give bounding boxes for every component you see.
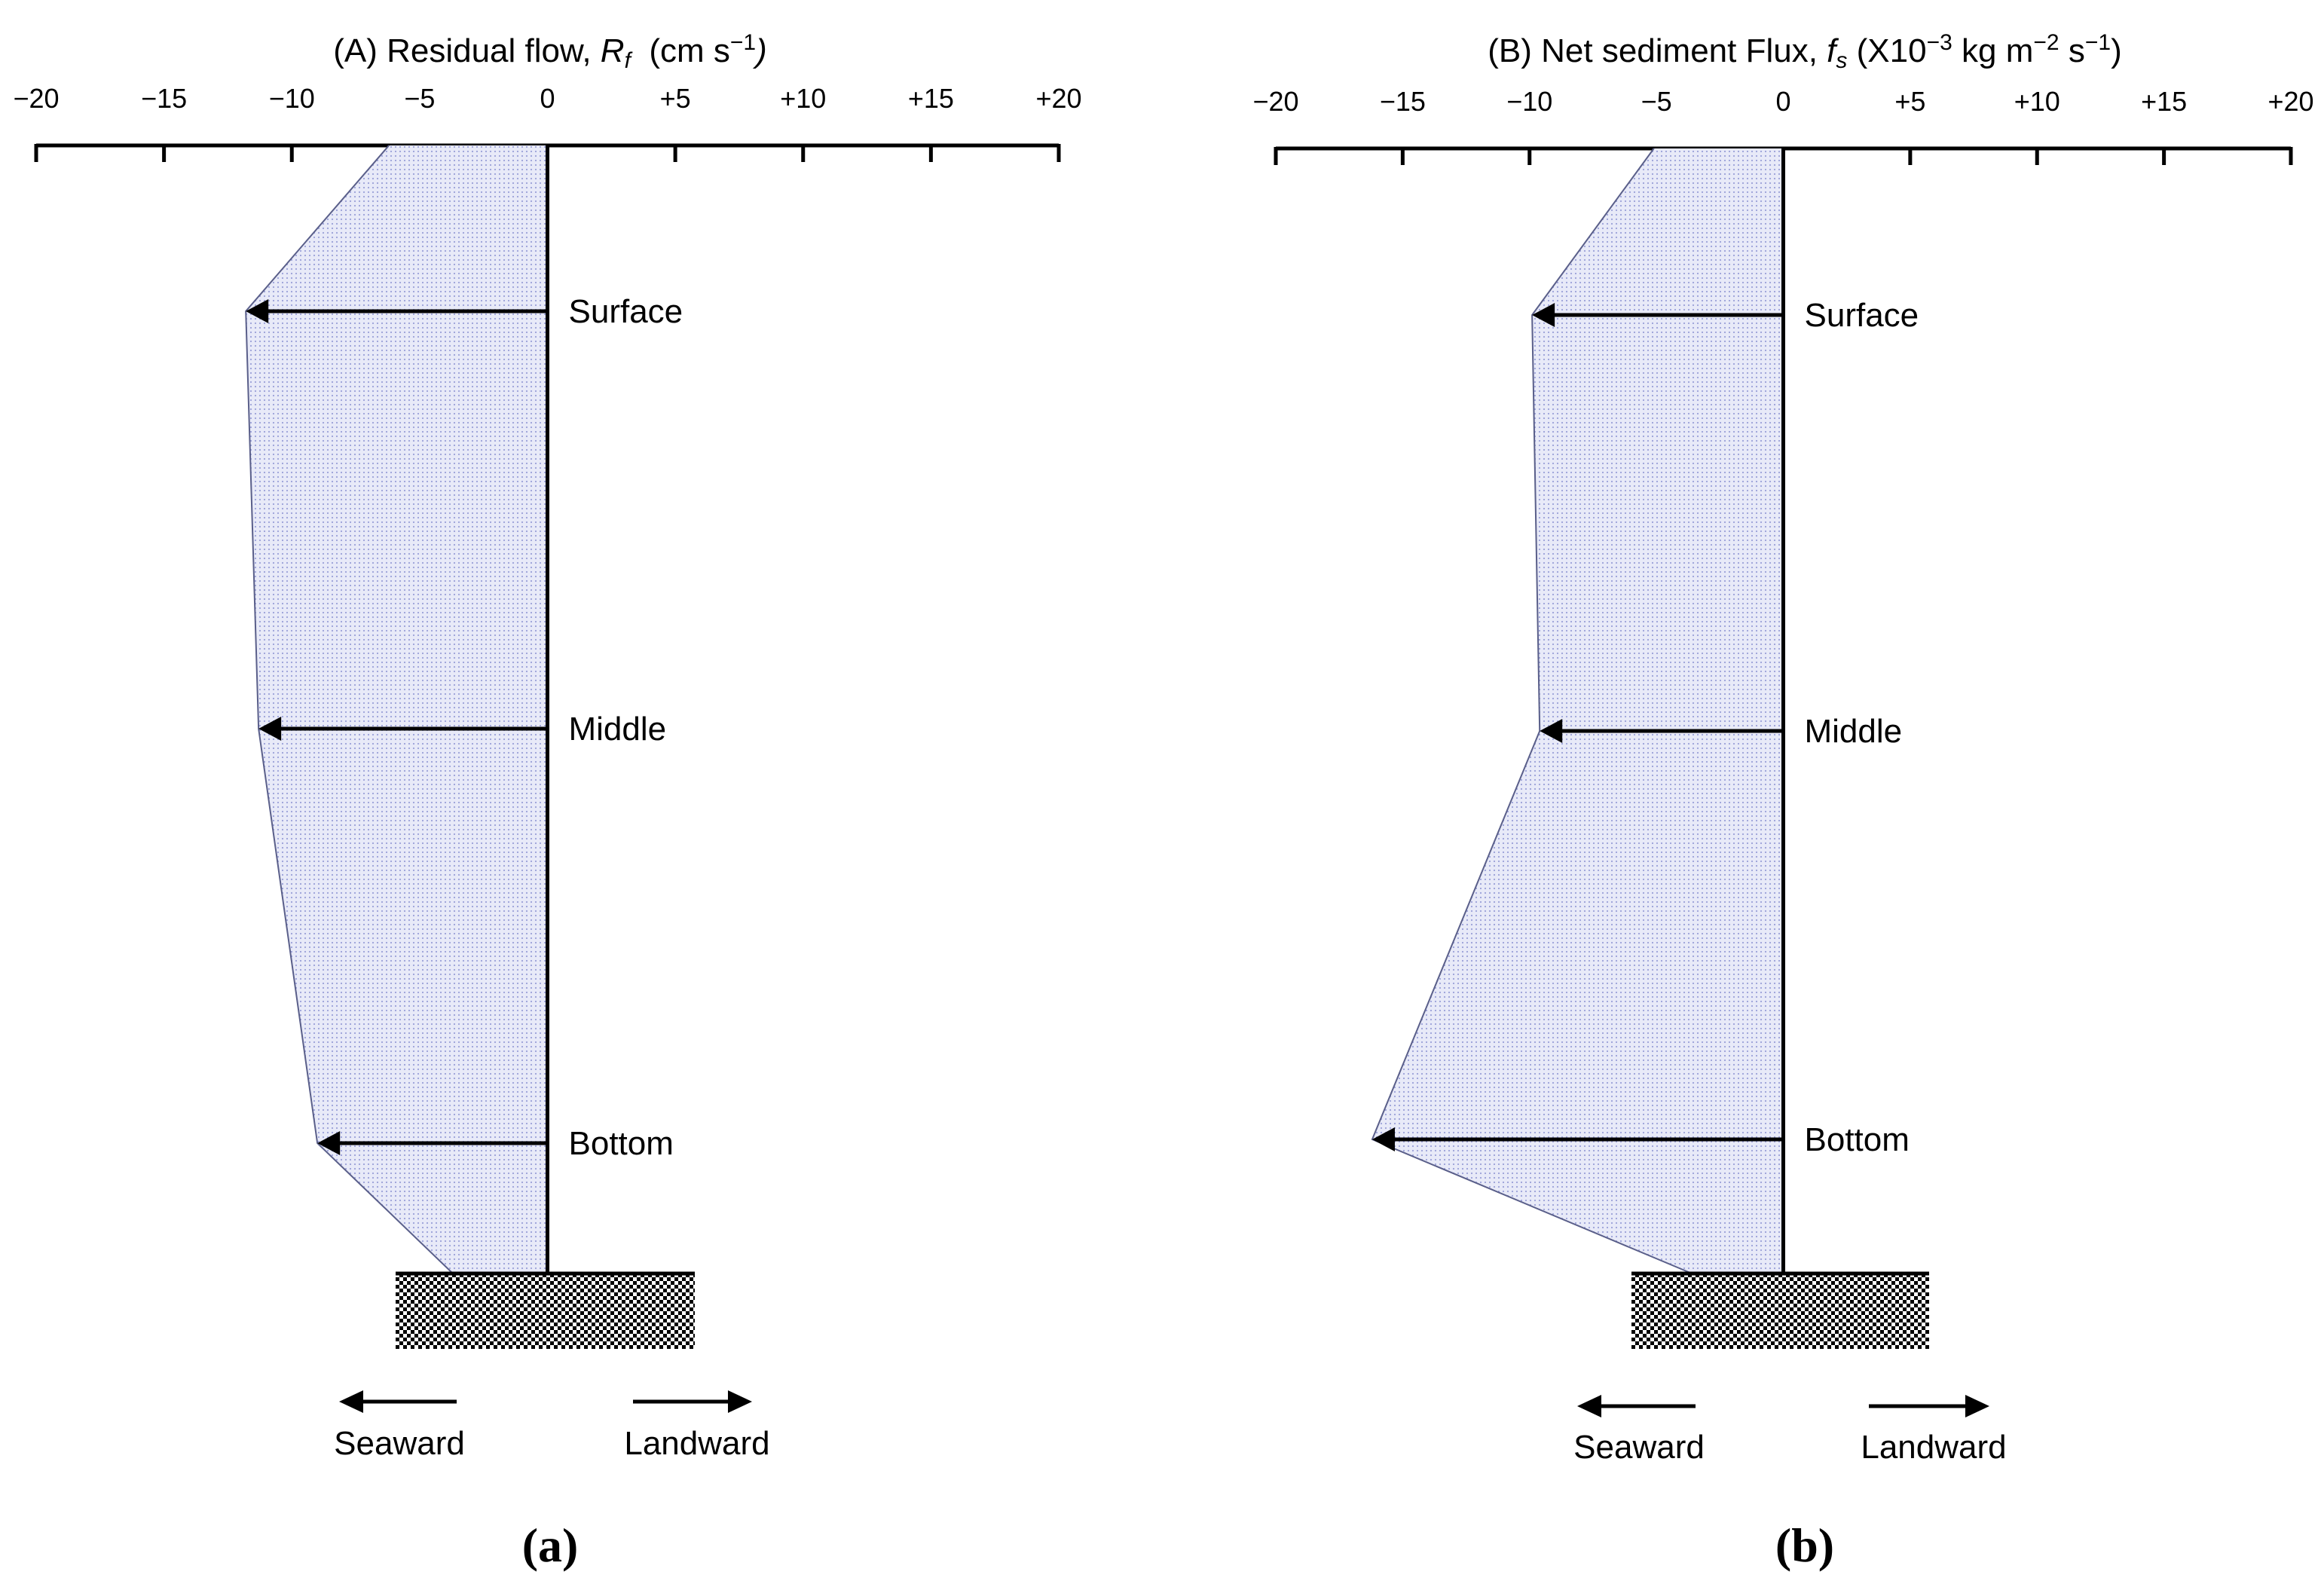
level-labels: Surface Middle Bottom xyxy=(569,293,683,1162)
level-label-middle: Middle xyxy=(1805,713,1903,750)
landward-arrowhead xyxy=(1965,1395,1989,1417)
title-unit-exp: −1 xyxy=(730,30,756,55)
seaward-label: Seaward xyxy=(1573,1429,1705,1466)
x-tick-label: −15 xyxy=(1380,86,1426,117)
title-symbol-sub: f xyxy=(625,48,633,73)
level-label-surface: Surface xyxy=(569,293,683,330)
x-tick-label: 0 xyxy=(1775,86,1790,117)
level-arrows xyxy=(246,299,548,1155)
x-tick-label: +20 xyxy=(2267,86,2313,117)
direction-legend: Seaward Landward xyxy=(1573,1395,2007,1466)
chart-title: (B) Net sediment Flux, fs (X10−3 kg m−2 … xyxy=(1488,30,2121,73)
title-unit-close: ) xyxy=(2111,32,2122,69)
chart-title: (A) Residual flow, Rf (cm s−1) xyxy=(333,30,767,73)
level-arrowhead xyxy=(246,299,269,323)
title-unit: (cm s xyxy=(649,32,730,69)
title-space xyxy=(631,32,649,69)
x-tick-label: −15 xyxy=(141,83,187,114)
seabed xyxy=(396,1271,695,1349)
seabed-block xyxy=(1631,1274,1929,1349)
level-arrowhead xyxy=(1540,719,1563,743)
seaward-arrowhead xyxy=(339,1390,363,1413)
panel-label: (b) xyxy=(1775,1518,1834,1572)
level-arrowhead xyxy=(1532,303,1555,327)
x-tick-label: +5 xyxy=(1894,86,1925,117)
landward-label: Landward xyxy=(1861,1429,2006,1466)
x-tick-label: +20 xyxy=(1035,83,1081,114)
title-unit-mid: kg m xyxy=(1952,32,2034,69)
title-symbol: R xyxy=(601,32,625,69)
title-prefix: (A) Residual flow, xyxy=(333,32,601,69)
x-tick-label: +5 xyxy=(660,83,691,114)
title-unit-mid2: s xyxy=(2059,32,2085,69)
seabed-block xyxy=(396,1274,695,1349)
title-unit-close: ) xyxy=(752,32,767,69)
title-unit: (X10 xyxy=(1857,32,1927,69)
panel-a: (A) Residual flow, Rf (cm s−1) −20 −15 −10… xyxy=(13,30,1081,1572)
title-space xyxy=(1847,32,1856,69)
level-arrowhead xyxy=(258,717,282,741)
profile-fill xyxy=(246,145,548,1274)
panel-label: (a) xyxy=(522,1518,579,1572)
seaward-label: Seaward xyxy=(334,1425,465,1462)
x-tick-label: +10 xyxy=(780,83,826,114)
level-label-middle: Middle xyxy=(569,711,667,748)
level-arrowhead xyxy=(1371,1127,1395,1151)
x-tick-label: +15 xyxy=(908,83,954,114)
x-tick-label: −5 xyxy=(1641,86,1672,117)
title-unit-exp: −3 xyxy=(1927,30,1952,55)
profile-area xyxy=(1371,148,1785,1274)
title-prefix: (B) Net sediment Flux, xyxy=(1488,32,1827,69)
x-tick-label: +15 xyxy=(2141,86,2187,117)
panel-b: (B) Net sediment Flux, fs (X10−3 kg m−2 … xyxy=(1252,30,2313,1572)
level-label-bottom: Bottom xyxy=(1805,1121,1910,1158)
seaward-arrowhead xyxy=(1577,1395,1601,1417)
landward-label: Landward xyxy=(624,1425,769,1462)
title-unit-exp2: −2 xyxy=(2033,30,2059,55)
level-arrowhead xyxy=(317,1131,341,1155)
profile-fill xyxy=(1371,148,1784,1274)
x-tick-label: −20 xyxy=(13,83,59,114)
x-tick-label: 0 xyxy=(540,83,555,114)
title-unit-exp3: −1 xyxy=(2085,30,2111,55)
title-symbol-sub: s xyxy=(1836,48,1847,73)
x-tick-label: −20 xyxy=(1252,86,1298,117)
level-label-bottom: Bottom xyxy=(569,1125,674,1162)
x-tick-label: +10 xyxy=(2014,86,2060,117)
level-labels: Surface Middle Bottom xyxy=(1805,297,1919,1158)
x-tick-label: −5 xyxy=(404,83,435,114)
level-label-surface: Surface xyxy=(1805,297,1919,334)
x-tick-label: −10 xyxy=(269,83,315,114)
seabed xyxy=(1631,1271,1929,1349)
profile-area xyxy=(245,145,549,1274)
x-tick-label: −10 xyxy=(1506,86,1552,117)
level-arrows xyxy=(1371,303,1784,1151)
direction-legend: Seaward Landward xyxy=(334,1390,770,1462)
landward-arrowhead xyxy=(728,1390,752,1413)
x-axis: −20 −15 −10 −5 0 +5 +10 +15 +20 xyxy=(13,83,1082,162)
